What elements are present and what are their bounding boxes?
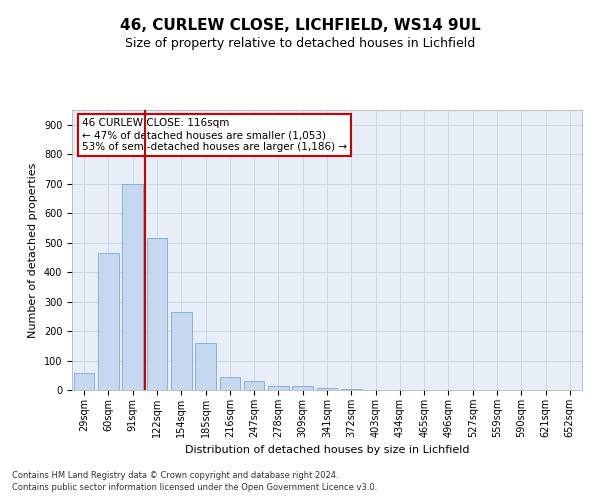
Bar (292, 386, 313, 390)
Bar (268, 386, 289, 390)
Text: Contains HM Land Registry data © Crown copyright and database right 2024.: Contains HM Land Registry data © Crown c… (12, 470, 338, 480)
Text: Size of property relative to detached houses in Lichfield: Size of property relative to detached ho… (125, 38, 475, 51)
Bar (122, 184, 143, 390)
Bar (317, 388, 337, 390)
Bar (146, 238, 167, 390)
Bar (220, 376, 240, 390)
Text: 46 CURLEW CLOSE: 116sqm
← 47% of detached houses are smaller (1,053)
53% of semi: 46 CURLEW CLOSE: 116sqm ← 47% of detache… (82, 118, 347, 152)
Bar (171, 312, 191, 390)
Bar (195, 344, 216, 390)
Bar (74, 373, 94, 390)
X-axis label: Distribution of detached houses by size in Lichfield: Distribution of detached houses by size … (185, 446, 469, 456)
Bar (244, 380, 265, 390)
Text: Contains public sector information licensed under the Open Government Licence v3: Contains public sector information licen… (12, 483, 377, 492)
Text: 46, CURLEW CLOSE, LICHFIELD, WS14 9UL: 46, CURLEW CLOSE, LICHFIELD, WS14 9UL (119, 18, 481, 32)
Bar (98, 253, 119, 390)
Y-axis label: Number of detached properties: Number of detached properties (28, 162, 38, 338)
Bar (341, 389, 362, 390)
